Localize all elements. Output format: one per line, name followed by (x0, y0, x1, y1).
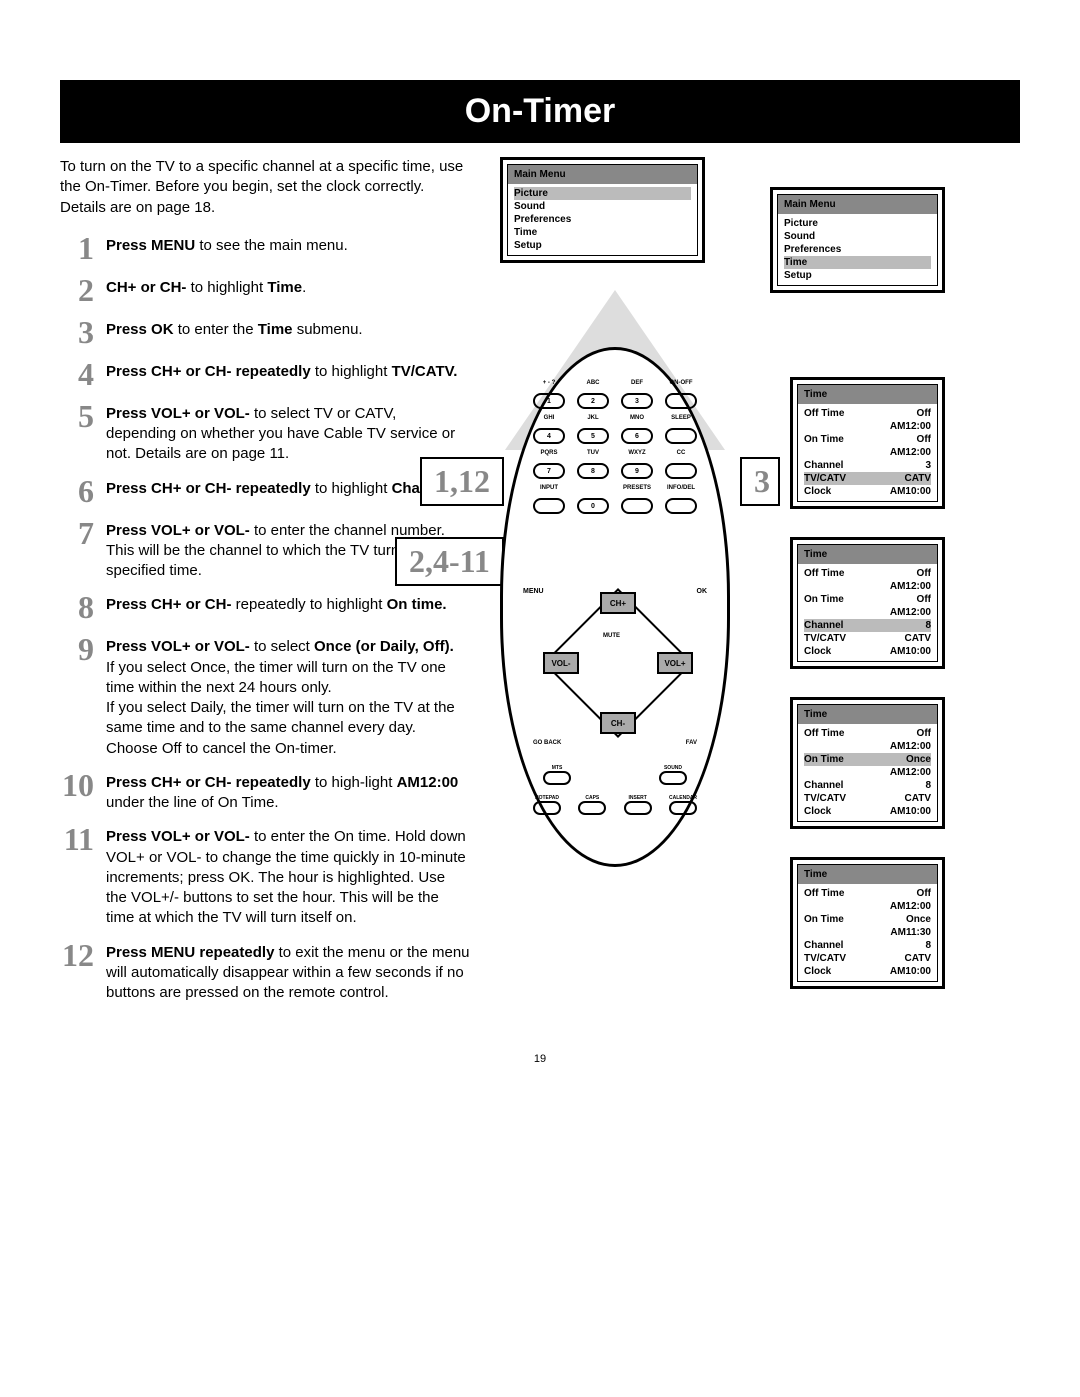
step-4: 4Press CH+ or CH- repeatedly to highligh… (60, 358, 470, 390)
page-title: On-Timer (60, 80, 1020, 143)
step-5: 5Press VOL+ or VOL- to select TV or CATV… (60, 400, 470, 465)
callout-2-4-11: 2,4-11 (395, 537, 504, 586)
time-menu-2: TimeOff TimeOffAM12:00On TimeOffAM12:00C… (790, 537, 945, 669)
step-9: 9Press VOL+ or VOL- to select Once (or D… (60, 633, 470, 759)
time-menu-4: TimeOff TimeOffAM12:00On TimeOnceAM11:30… (790, 857, 945, 989)
page-number: 19 (60, 1053, 1020, 1065)
step-10: 10Press CH+ or CH- repeatedly to high-li… (60, 769, 470, 814)
vol-up-button: VOL+ (657, 652, 693, 674)
time-menu-3: TimeOff TimeOffAM12:00On TimeOnceAM12:00… (790, 697, 945, 829)
callout-1-12: 1,12 (420, 457, 504, 506)
intro-text: To turn on the TV to a specific channel … (60, 157, 470, 218)
step-3: 3Press OK to enter the Time submenu. (60, 316, 470, 348)
step-8: 8Press CH+ or CH- repeatedly to highligh… (60, 591, 470, 623)
vol-dn-button: VOL- (543, 652, 579, 674)
illustration-column: Main Menu PictureSoundPreferencesTimeSet… (490, 157, 1020, 1013)
step-12: 12Press MENU repeatedly to exit the menu… (60, 939, 470, 1004)
ch-dn-button: CH- (600, 712, 636, 734)
step-1: 1Press MENU to see the main menu. (60, 232, 470, 264)
callout-3: 3 (740, 457, 780, 506)
step-11: 11Press VOL+ or VOL- to enter the On tim… (60, 823, 470, 928)
remote-control: + - ?ABCDEFON-OFF123GHIJKLMNOSLEEP456PQR… (500, 347, 730, 867)
main-menu-1: Main Menu PictureSoundPreferencesTimeSet… (500, 157, 705, 263)
step-2: 2CH+ or CH- to highlight Time. (60, 274, 470, 306)
time-menu-1: TimeOff TimeOffAM12:00On TimeOffAM12:00C… (790, 377, 945, 509)
main-menu-2: Main Menu PictureSoundPreferencesTimeSet… (770, 187, 945, 293)
ch-up-button: CH+ (600, 592, 636, 614)
step-6: 6Press CH+ or CH- repeatedly to highligh… (60, 475, 470, 507)
